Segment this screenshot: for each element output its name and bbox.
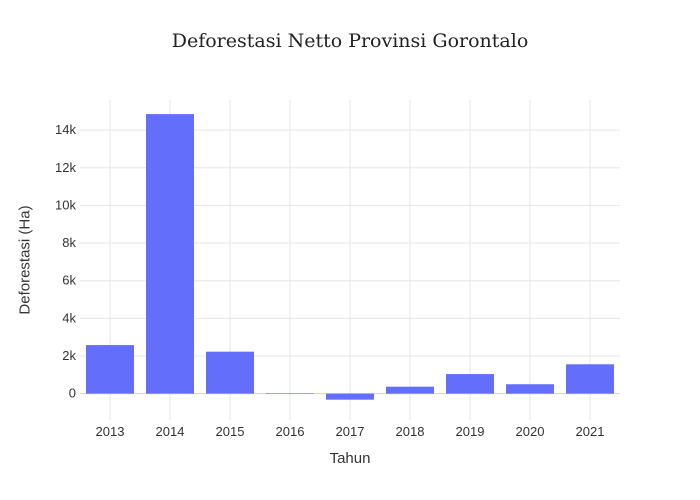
x-tick-label: 2019 — [456, 424, 485, 439]
y-tick-label: 12k — [55, 160, 76, 175]
x-axis-label: Tahun — [329, 450, 371, 467]
x-tick-label: 2013 — [96, 424, 125, 439]
x-tick-label: 2014 — [156, 424, 185, 439]
y-tick-label: 4k — [62, 310, 76, 325]
bar-2013 — [86, 345, 134, 394]
bar-2014 — [146, 114, 194, 394]
x-tick-label: 2016 — [276, 424, 305, 439]
x-tick-label: 2017 — [336, 424, 365, 439]
y-tick-label: 10k — [55, 197, 76, 212]
bar-2020 — [506, 384, 554, 394]
x-tick-label: 2021 — [576, 424, 605, 439]
x-tick-label: 2020 — [516, 424, 545, 439]
chart-title: Deforestasi Netto Provinsi Gorontalo — [171, 30, 529, 52]
y-tick-label: 0 — [69, 386, 76, 401]
y-tick-label: 6k — [62, 273, 76, 288]
y-tick-label: 8k — [62, 235, 76, 250]
x-tick-label: 2018 — [396, 424, 425, 439]
x-tick-label: 2015 — [216, 424, 245, 439]
bar-2018 — [386, 386, 434, 394]
bar-2021 — [566, 364, 614, 394]
bar-2016 — [266, 393, 314, 394]
bar-2015 — [206, 351, 254, 394]
bar-2017 — [326, 393, 374, 400]
y-tick-label: 14k — [55, 122, 76, 137]
y-tick-label: 2k — [62, 348, 76, 363]
bar-2019 — [446, 374, 494, 394]
